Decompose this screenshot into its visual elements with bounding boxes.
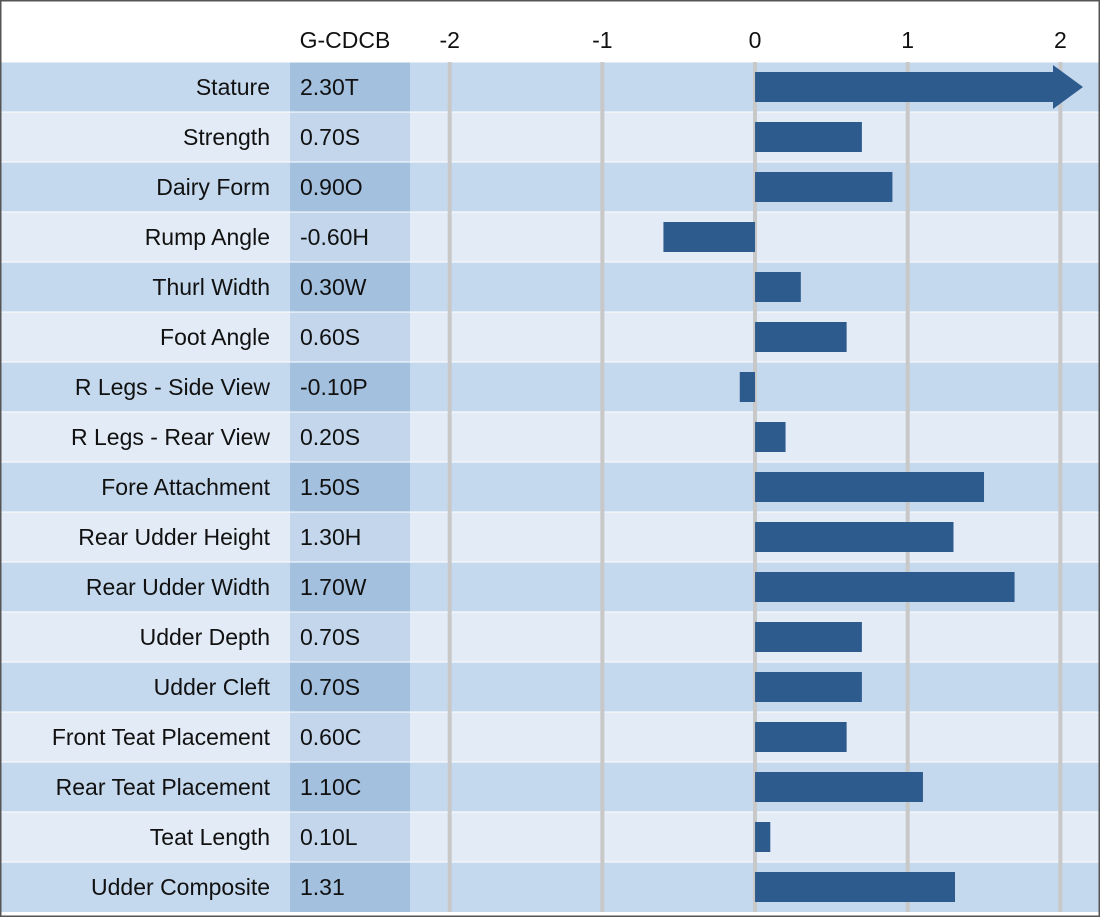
category-label: Udder Cleft — [154, 674, 271, 700]
value-cell — [290, 412, 410, 462]
row-band — [1, 662, 1099, 712]
category-label: Rump Angle — [145, 224, 270, 250]
row-band — [1, 262, 1099, 312]
value-cell — [290, 112, 410, 162]
value-cell — [290, 512, 410, 562]
value-label: 1.31 — [300, 874, 345, 900]
value-label: 0.60S — [300, 324, 360, 350]
value-cell — [290, 212, 410, 262]
x-tick-label: -1 — [592, 27, 612, 53]
row-band — [1, 812, 1099, 862]
row-band — [1, 412, 1099, 462]
value-label: 0.20S — [300, 424, 360, 450]
bar — [755, 622, 862, 652]
bar — [755, 422, 786, 452]
value-cell — [290, 62, 410, 112]
row-band — [1, 612, 1099, 662]
category-label: Stature — [196, 74, 270, 100]
category-label: Rear Udder Width — [86, 574, 270, 600]
value-label: 1.70W — [300, 574, 367, 600]
value-label: 1.50S — [300, 474, 360, 500]
bar — [739, 372, 756, 402]
x-tick-label: 0 — [749, 27, 762, 53]
bar — [755, 722, 847, 752]
row-band — [1, 212, 1099, 262]
bar — [755, 322, 847, 352]
value-label: 0.90O — [300, 174, 363, 200]
value-cell — [290, 312, 410, 362]
value-cell — [290, 462, 410, 512]
bar — [755, 122, 862, 152]
category-label: Rear Udder Height — [78, 524, 270, 550]
value-cell — [290, 562, 410, 612]
row-band — [1, 162, 1099, 212]
value-cell — [290, 862, 410, 912]
value-label: 0.70S — [300, 674, 360, 700]
bar — [755, 172, 893, 202]
row-band — [1, 312, 1099, 362]
bar — [755, 472, 985, 502]
value-label: 2.30T — [300, 74, 359, 100]
value-label: 0.30W — [300, 274, 367, 300]
category-label: Udder Depth — [140, 624, 270, 650]
bar — [663, 222, 756, 252]
bar — [755, 272, 801, 302]
row-band — [1, 362, 1099, 412]
category-label: Thurl Width — [152, 274, 270, 300]
category-label: Front Teat Placement — [52, 724, 271, 750]
category-label: Strength — [183, 124, 270, 150]
bar — [755, 522, 954, 552]
value-cell — [290, 812, 410, 862]
value-cell — [290, 662, 410, 712]
row-band — [1, 112, 1099, 162]
row-band — [1, 712, 1099, 762]
value-cell — [290, 762, 410, 812]
bar — [755, 672, 862, 702]
x-tick-label: 2 — [1054, 27, 1067, 53]
value-label: -0.60H — [300, 224, 369, 250]
value-label: 0.60C — [300, 724, 361, 750]
column-header: G-CDCB — [300, 27, 391, 53]
value-label: 0.70S — [300, 624, 360, 650]
bar — [755, 872, 956, 902]
category-label: R Legs - Rear View — [71, 424, 270, 450]
x-tick-label: -2 — [439, 27, 459, 53]
category-label: Udder Composite — [91, 874, 270, 900]
category-label: Fore Attachment — [101, 474, 270, 500]
bar — [755, 65, 1083, 109]
bar — [755, 822, 771, 852]
bar — [755, 572, 1015, 602]
value-cell — [290, 262, 410, 312]
value-label: -0.10P — [300, 374, 368, 400]
category-label: Teat Length — [150, 824, 270, 850]
x-tick-label: 1 — [901, 27, 914, 53]
category-label: R Legs - Side View — [75, 374, 271, 400]
category-label: Rear Teat Placement — [56, 774, 271, 800]
value-cell — [290, 362, 410, 412]
bar — [755, 772, 923, 802]
value-label: 0.10L — [300, 824, 358, 850]
category-label: Dairy Form — [156, 174, 270, 200]
value-label: 1.30H — [300, 524, 361, 550]
value-label: 1.10C — [300, 774, 361, 800]
value-label: 0.70S — [300, 124, 360, 150]
value-cell — [290, 612, 410, 662]
value-cell — [290, 162, 410, 212]
value-cell — [290, 712, 410, 762]
category-label: Foot Angle — [160, 324, 270, 350]
